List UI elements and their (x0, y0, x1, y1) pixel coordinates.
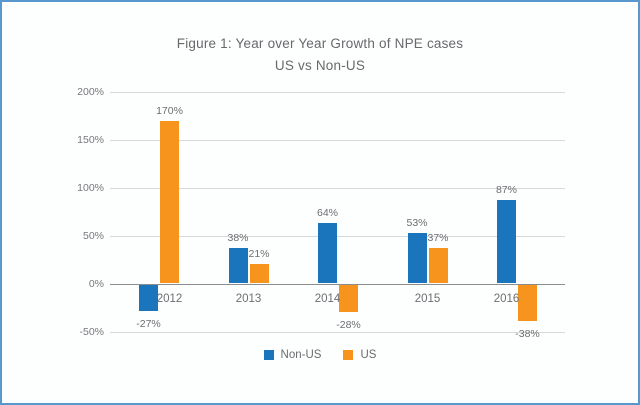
legend-item-us: US (343, 349, 376, 361)
bar-value-label: 21% (248, 247, 270, 260)
bar-value-label: 170% (156, 104, 183, 117)
gridline (110, 236, 565, 237)
gridline (110, 188, 565, 189)
y-axis-tick-label: 50% (82, 230, 104, 242)
chart-title: Figure 1: Year over Year Growth of NPE c… (176, 36, 464, 51)
bar-value-label: 37% (427, 232, 449, 245)
y-axis-tick-label: 200% (77, 86, 104, 98)
bar-nonus-2014 (318, 222, 337, 283)
bar-value-label: -38% (515, 328, 540, 341)
bar-value-label: 53% (406, 217, 428, 230)
y-axis-tick-label: -50% (79, 326, 104, 338)
y-axis-tick-label: 0% (88, 278, 104, 290)
category-label-2015: 2015 (414, 293, 441, 305)
gridline (110, 140, 565, 141)
bar-value-label: 87% (495, 184, 517, 197)
bar-value-label: 38% (227, 231, 249, 244)
gridline (110, 92, 565, 93)
gridline (110, 332, 565, 333)
legend-swatch-icon (343, 350, 354, 360)
bar-nonus-2013 (228, 247, 248, 283)
chart-subtitle: US vs Non-US (274, 58, 366, 73)
category-label-2013: 2013 (235, 293, 262, 305)
bar-value-label: -28% (336, 318, 361, 331)
bar-us-2014 (339, 285, 358, 312)
bar-value-label: 64% (316, 206, 338, 219)
category-label-2014: 2014 (314, 293, 341, 305)
category-label-2012: 2012 (156, 293, 183, 305)
bar-value-label: -27% (136, 317, 161, 330)
legend-item-label: Non-US (280, 349, 322, 361)
category-label-2016: 2016 (493, 293, 520, 305)
legend-swatch-icon (263, 350, 274, 360)
bar-nonus-2015 (407, 233, 427, 283)
bar-us-2012 (160, 120, 179, 283)
zero-axis-line (110, 284, 565, 285)
legend: Non-US US (0, 349, 640, 361)
bar-nonus-2012 (139, 285, 158, 311)
bar-us-2013 (249, 263, 269, 283)
legend-item-nonus: Non-US (263, 349, 322, 361)
y-axis-tick-label: 100% (77, 182, 104, 194)
y-axis-tick-label: 150% (77, 134, 104, 146)
legend-item-label: US (360, 349, 377, 361)
bar-nonus-2016 (497, 200, 516, 283)
bar-us-2015 (428, 248, 448, 283)
bar-us-2016 (518, 285, 537, 322)
